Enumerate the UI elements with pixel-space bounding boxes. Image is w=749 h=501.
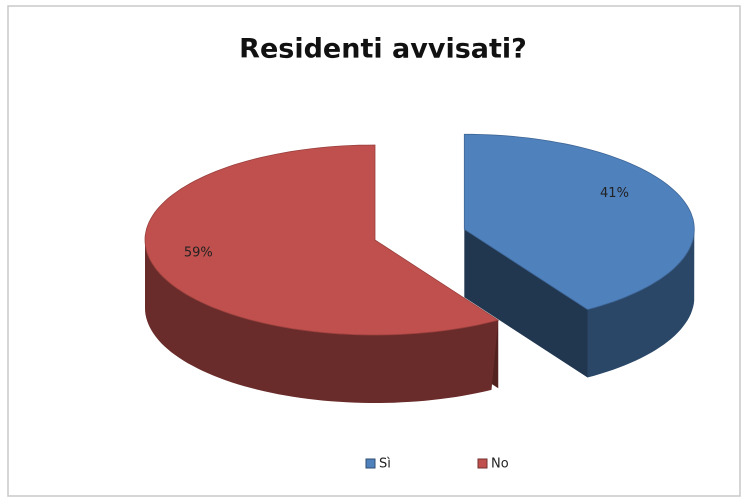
slice-cut-face (464, 229, 588, 378)
slice-side (145, 240, 499, 403)
slice-top (144, 144, 500, 336)
pie-slice (144, 144, 500, 403)
pie-slice (463, 133, 695, 378)
data-label: 59% (184, 246, 213, 261)
data-label: 41% (600, 186, 629, 201)
legend-label: No (491, 457, 509, 472)
slice-side (587, 229, 695, 378)
legend-swatch (365, 458, 376, 469)
chart-title: Residenti avvisati? (239, 34, 527, 65)
legend-swatch (477, 458, 488, 469)
legend-label: Sì (379, 457, 391, 472)
slice-top (463, 133, 695, 310)
